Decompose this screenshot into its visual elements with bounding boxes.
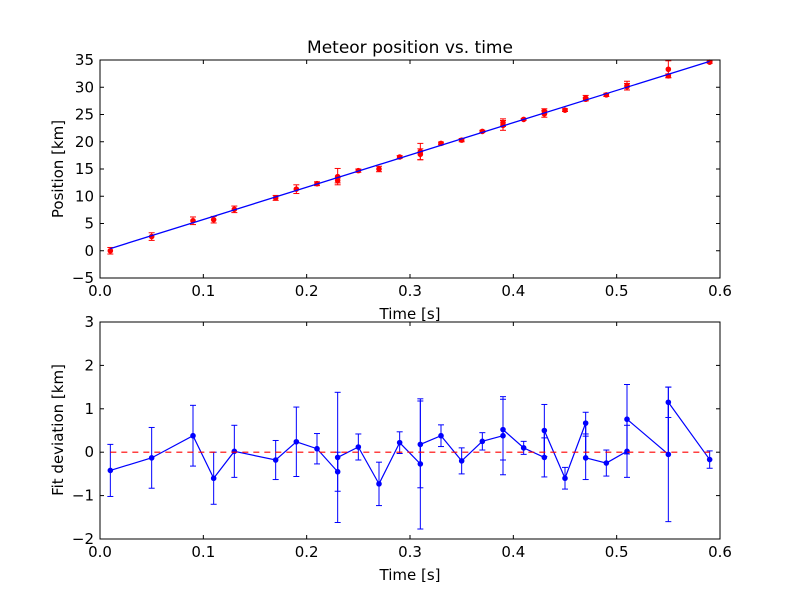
data-point <box>272 457 279 463</box>
x-tick-label: 0.0 <box>88 282 112 300</box>
data-point <box>624 416 630 423</box>
x-tick-label: 0.5 <box>605 543 629 561</box>
data-point <box>500 119 506 126</box>
y-axis-label: Fit deviation [km] <box>49 364 67 496</box>
y-tick-label: 35 <box>75 51 94 69</box>
data-point <box>479 438 486 445</box>
x-axis-ticks: 0.0 0.1 0.2 0.3 0.4 0.5 0.6 <box>88 60 732 300</box>
data-point <box>148 455 155 461</box>
y-tick-label: −2 <box>72 530 94 548</box>
data-point <box>603 460 610 466</box>
y-tick-label: 0 <box>84 242 94 260</box>
x-tick-label: 0.0 <box>88 543 112 561</box>
x-tick-label: 0.1 <box>191 543 215 561</box>
y-tick-label: 2 <box>84 356 94 374</box>
data-point <box>293 438 300 445</box>
plot-area <box>107 59 713 255</box>
data-point <box>706 456 713 463</box>
y-tick-label: 0 <box>84 443 94 461</box>
data-point <box>582 420 589 426</box>
x-tick-label: 0.6 <box>708 282 732 300</box>
data-point <box>376 481 382 487</box>
chart-title: Meteor position vs. time <box>307 38 513 58</box>
y-axis-ticks: −2 −1 0 1 2 3 <box>72 313 720 548</box>
data-point <box>562 107 568 113</box>
y-tick-label: 30 <box>75 78 94 96</box>
x-tick-label: 0.5 <box>605 282 629 300</box>
y-tick-label: −1 <box>72 487 94 505</box>
data-point <box>438 432 444 439</box>
x-axis-label: Time [s] <box>379 566 441 584</box>
x-axis-label: Time [s] <box>379 305 441 323</box>
data-point <box>107 247 114 254</box>
y-tick-label: −5 <box>72 269 94 287</box>
data-point <box>210 475 217 482</box>
axes-frame <box>99 59 721 279</box>
data-point <box>665 399 672 406</box>
y-tick-label: 15 <box>75 160 94 178</box>
data-point <box>376 166 382 172</box>
data-point <box>500 426 506 433</box>
data-point <box>665 66 672 73</box>
data-point <box>334 454 341 461</box>
data-point <box>231 448 238 455</box>
data-point <box>665 451 672 458</box>
plot-area <box>107 383 713 530</box>
x-tick-label: 0.6 <box>708 543 732 561</box>
y-tick-label: 25 <box>75 106 94 124</box>
x-tick-label: 0.4 <box>501 543 525 561</box>
y-tick-label: 3 <box>84 313 94 331</box>
x-tick-label: 0.2 <box>295 543 319 561</box>
axes-frame <box>99 321 721 540</box>
data-point <box>541 427 548 434</box>
deviation-line <box>110 400 711 486</box>
y-tick-label: 10 <box>75 187 94 205</box>
position-chart: Meteor position vs. time 0.0 0.1 0.2 0.3 0.4… <box>49 38 732 323</box>
y-tick-label: 20 <box>75 133 94 151</box>
data-point <box>396 439 403 446</box>
data-point <box>562 475 568 482</box>
data-point <box>107 467 114 474</box>
y-axis-ticks: −5 0 5 10 15 20 25 30 35 <box>72 51 720 287</box>
fit-line <box>110 60 710 250</box>
x-tick-label: 0.3 <box>398 543 422 561</box>
data-point <box>314 445 320 452</box>
data-point <box>355 444 362 450</box>
data-point <box>458 458 465 464</box>
x-tick-label: 0.2 <box>295 282 319 300</box>
x-tick-label: 0.1 <box>191 282 215 300</box>
y-axis-label: Position [km] <box>49 120 67 218</box>
x-tick-label: 0.4 <box>501 282 525 300</box>
data-point <box>190 432 196 439</box>
x-tick-label: 0.3 <box>398 282 422 300</box>
y-tick-label: 5 <box>84 215 94 233</box>
data-point <box>210 216 217 223</box>
data-point <box>417 441 424 448</box>
data-point <box>520 445 527 451</box>
data-point <box>582 455 589 461</box>
x-axis-ticks: 0.0 0.1 0.2 0.3 0.4 0.5 0.6 <box>88 322 732 561</box>
y-tick-label: 1 <box>84 400 94 418</box>
